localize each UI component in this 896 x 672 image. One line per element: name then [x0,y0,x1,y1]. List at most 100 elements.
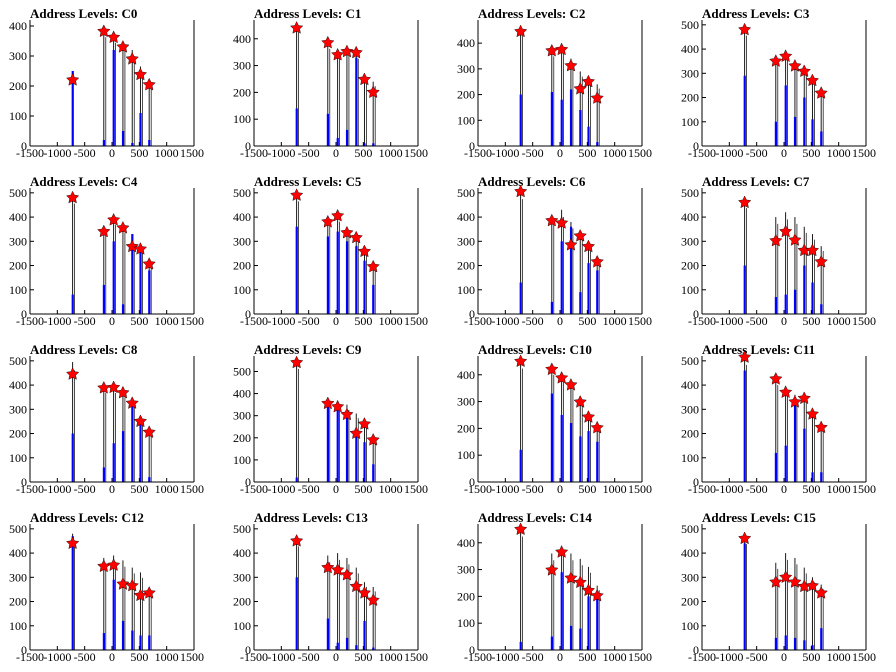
y-tick-label: 100 [457,448,475,462]
peak-marker [321,214,335,228]
histogram-bar [774,297,777,314]
peak-marker [349,579,363,593]
y-tick-label: 300 [233,234,251,248]
x-tick-label: -1500 [240,482,268,496]
peak-marker [142,77,156,91]
y-tick-label: 400 [681,378,699,392]
x-tick-label: -1000 [715,482,743,496]
x-tick-label: 500 [802,146,820,160]
y-tick-label: 200 [233,431,251,445]
y-tick-label: 500 [233,364,251,378]
x-tick-label: 1500 [852,146,876,160]
histogram-bar [803,428,806,482]
y-tick-label: 0 [469,643,475,657]
histogram-bar [71,71,74,146]
y-tick-label: 400 [457,210,475,224]
x-tick-label: -1500 [240,314,268,328]
x-tick-label: 1500 [404,146,428,160]
x-tick-label: -1500 [464,146,492,160]
y-tick-label: 200 [9,595,27,609]
peak-marker [788,233,802,246]
peak-marker [331,563,345,576]
peak-marker [514,354,528,367]
x-tick-label: -1500 [688,650,716,664]
x-tick-label: -500 [522,482,544,496]
y-tick-label: 500 [9,522,27,536]
peak-marker [797,64,811,77]
peak-marker [590,254,604,268]
x-tick-label: 0 [557,146,563,160]
x-tick-label: 1000 [827,482,851,496]
histogram-bar [102,633,105,650]
x-tick-label: -1000 [43,146,71,160]
peak-marker [738,22,752,36]
histogram-bar [811,645,814,650]
x-tick-label: 0 [333,314,339,328]
peak-marker [321,396,335,410]
chart-panel-9: Address Levels: C9-1500 -1000 -500 0 500 1000… [233,342,428,496]
x-tick-label: 1000 [379,482,403,496]
peak-marker [769,233,783,247]
peak-marker [366,259,380,273]
peak-marker [590,588,604,602]
y-tick-label: 200 [9,79,27,93]
histogram-bar [587,126,590,146]
histogram-bar [336,231,339,314]
histogram-bar [569,625,573,650]
histogram-bar [355,435,358,482]
peak-marker [366,593,380,606]
x-tick-label: 1000 [379,650,403,664]
histogram-bar [550,393,553,482]
x-tick-label: 0 [333,146,339,160]
x-tick-label: -1000 [715,650,743,664]
chart-panel-4: Address Levels: C4-1500 -1000 -500 0 500 1000… [9,174,204,328]
chart-panel-14: Address Levels: C14 -1500 -1000 -500 0 500 100… [457,510,652,664]
x-tick-label: 1500 [628,482,652,496]
x-tick-label: 500 [130,650,148,664]
x-tick-label: -1500 [464,650,492,664]
y-tick-label: 200 [457,589,475,603]
peak-marker [788,59,802,72]
x-tick-label: 0 [109,146,115,160]
histogram-bar [102,284,105,314]
y-tick-label: 300 [681,66,699,80]
x-tick-label: 500 [578,314,596,328]
histogram-bar [326,113,329,146]
y-tick-label: 400 [9,210,27,224]
peak-marker [349,230,363,244]
peak-marker [331,208,345,222]
x-tick-label: -1500 [688,146,716,160]
histogram-bar [519,282,522,314]
y-tick-label: 100 [9,451,27,465]
histogram-bar [363,620,366,650]
chart-title: Address Levels: C3 [702,6,810,21]
histogram-bar [295,577,298,650]
peak-marker [555,42,569,56]
x-tick-label: -500 [74,650,96,664]
histogram-bar [121,620,125,650]
x-tick-label: -500 [746,146,768,160]
peak-marker [142,586,156,599]
histogram-bar [519,641,522,650]
histogram-bar [102,467,105,482]
y-tick-label: 100 [233,453,251,467]
peak-marker [788,395,802,408]
x-tick-label: 1000 [603,314,627,328]
x-tick-label: 500 [130,482,148,496]
peak-marker [573,395,587,408]
x-tick-label: -1000 [491,650,519,664]
peak-marker [133,414,148,428]
y-tick-label: 100 [457,283,475,297]
peak-marker [814,254,828,268]
x-tick-label: -500 [298,650,320,664]
y-tick-label: 300 [457,234,475,248]
chart-title: Address Levels: C10 [478,342,592,357]
x-tick-label: 500 [802,650,820,664]
peak-marker [97,24,111,38]
y-tick-label: 400 [457,536,475,550]
histogram-bar [121,431,125,482]
y-tick-label: 200 [9,259,27,273]
histogram-bar [803,97,806,146]
peak-marker [331,47,345,61]
histogram-bar [363,143,366,146]
